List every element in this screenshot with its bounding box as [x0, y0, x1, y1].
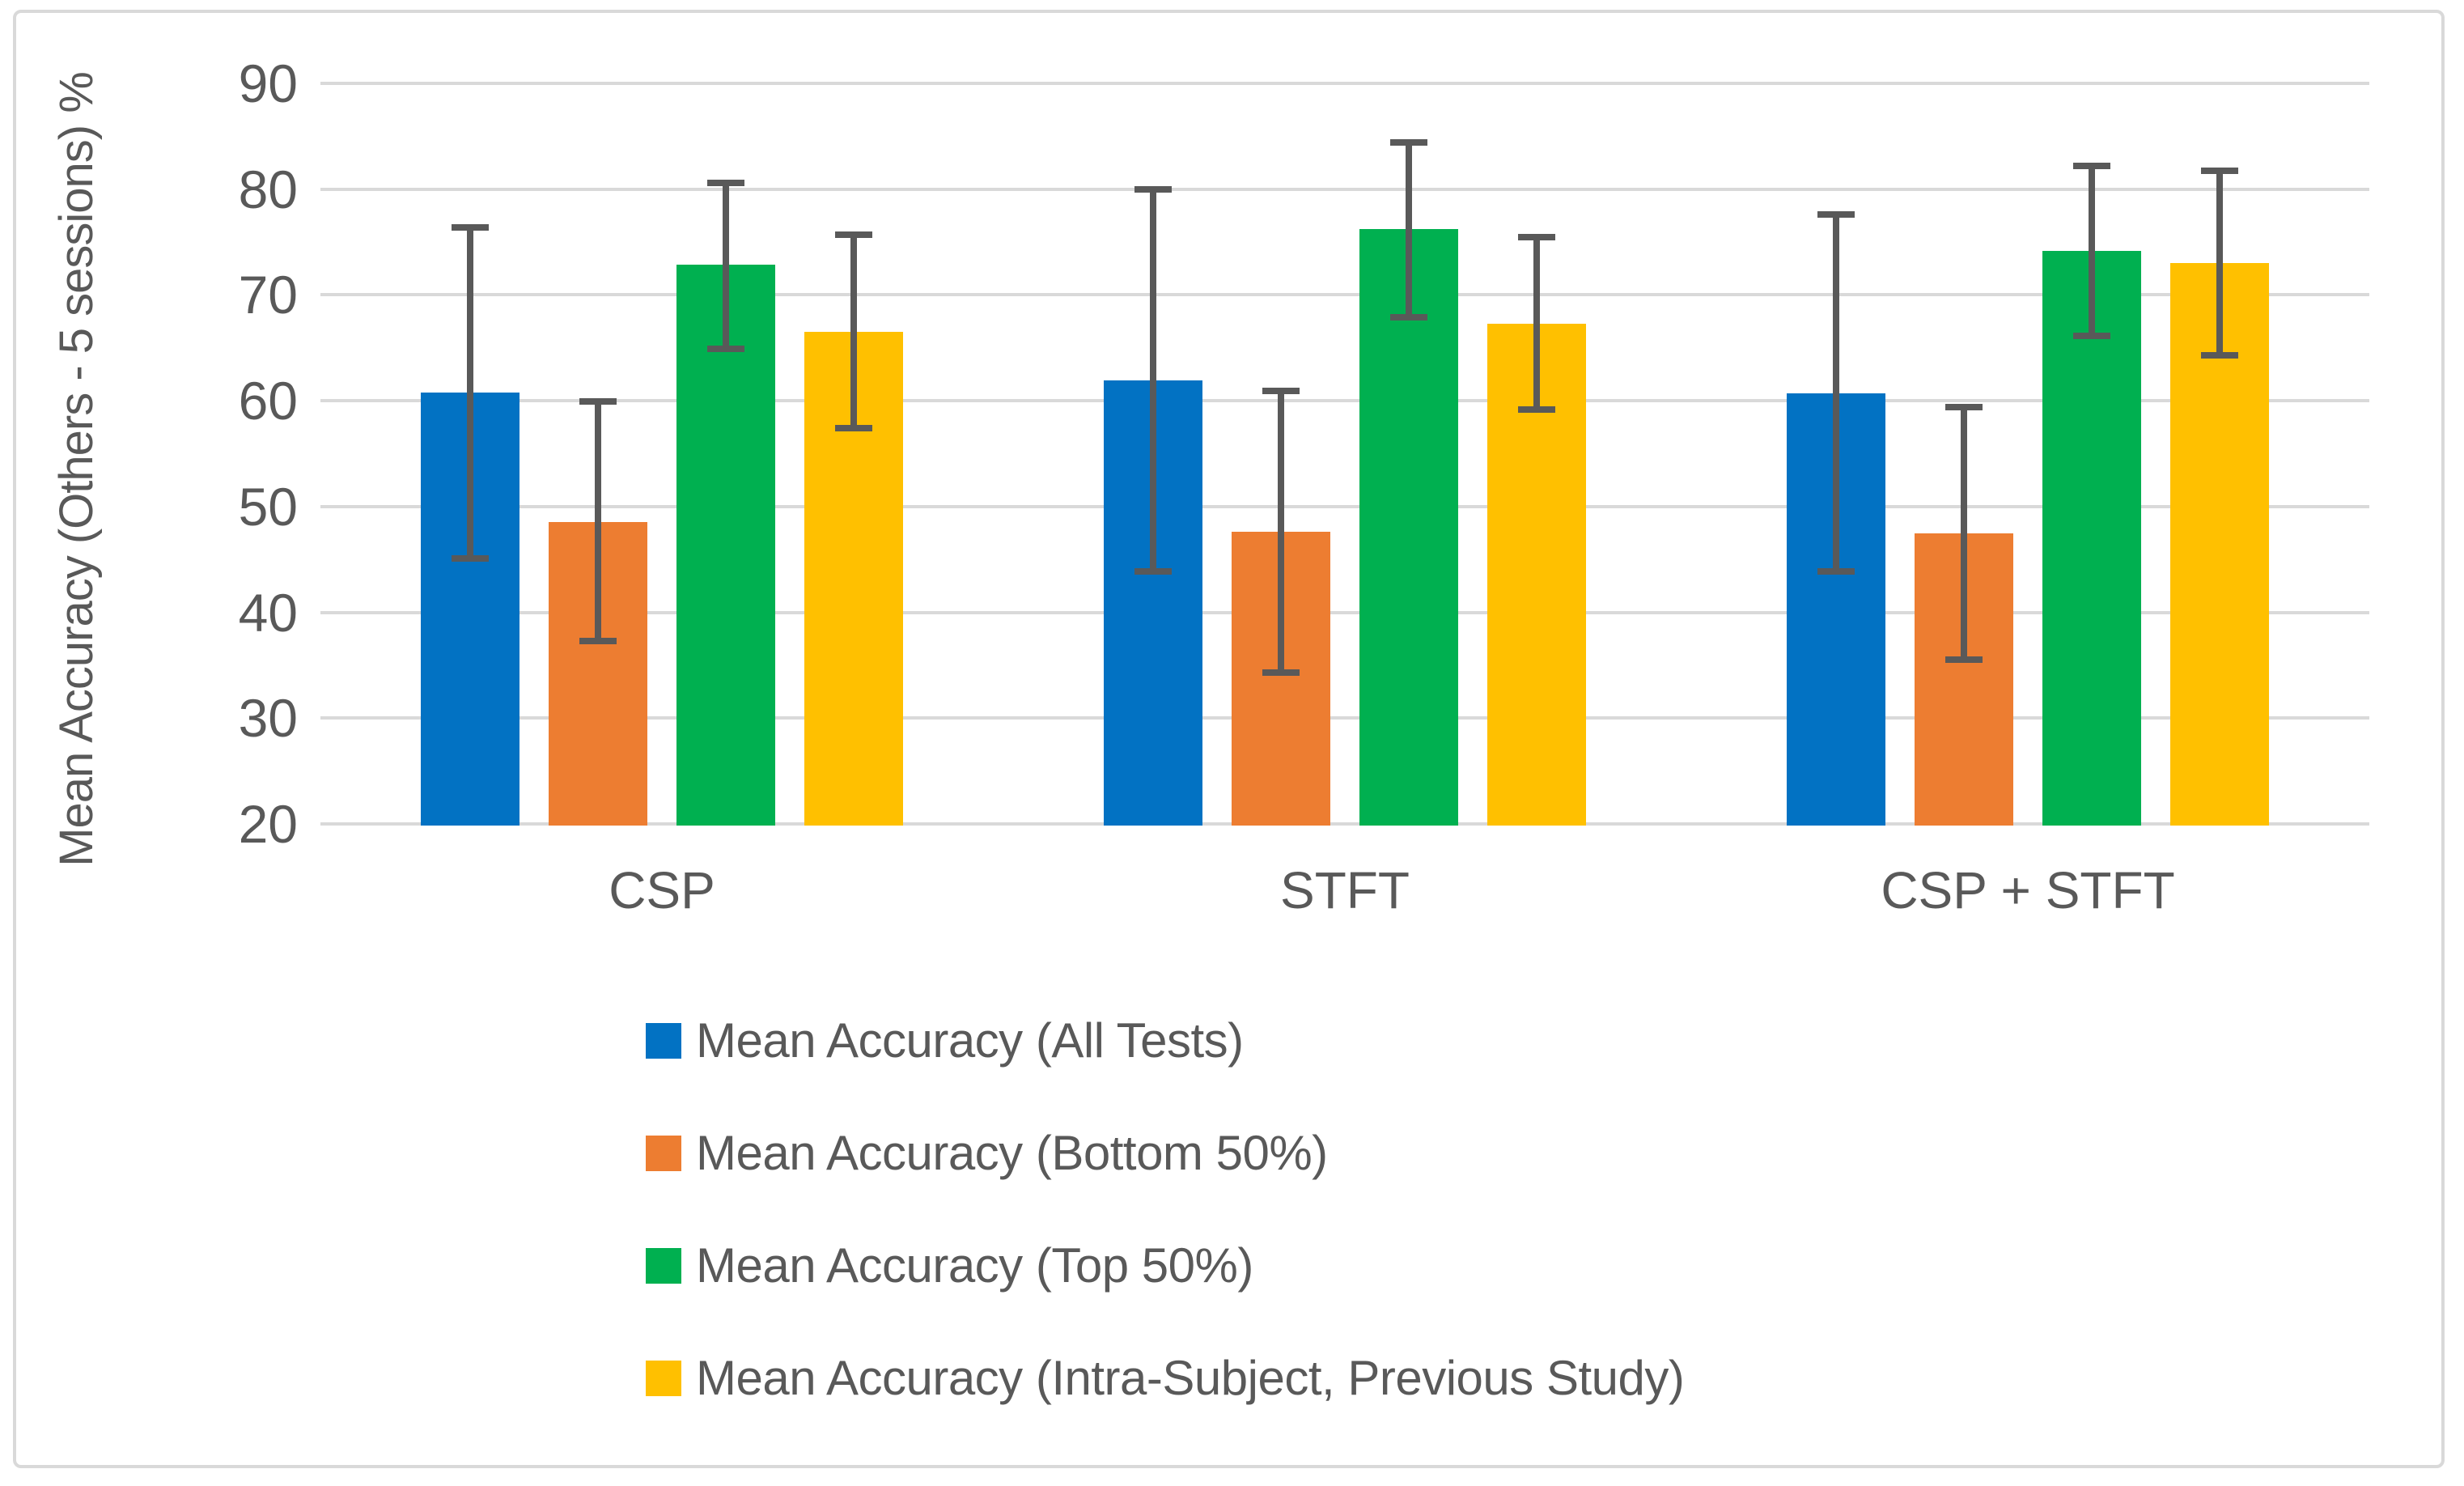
- legend-swatch-icon: [646, 1136, 681, 1171]
- error-bar-cap: [2201, 351, 2238, 359]
- figure-border: [13, 10, 2445, 1468]
- legend-swatch-icon: [646, 1361, 681, 1396]
- error-bar-cap: [452, 223, 489, 231]
- error-bar-line: [1961, 406, 1967, 660]
- gridline: [320, 82, 2369, 85]
- y-tick-label: 70: [238, 265, 298, 325]
- error-bar-cap: [1817, 567, 1855, 575]
- legend-label: Mean Accuracy (Top 50%): [696, 1238, 1253, 1293]
- error-bar-cap: [1134, 567, 1172, 575]
- y-tick-label: 50: [238, 476, 298, 537]
- y-tick-label: 40: [238, 582, 298, 643]
- error-bar-line: [467, 227, 473, 558]
- error-bar-line: [1406, 142, 1412, 317]
- legend-swatch-icon: [646, 1023, 681, 1059]
- legend-item: Mean Accuracy (All Tests): [646, 1015, 1244, 1067]
- gridline: [320, 610, 2369, 614]
- x-category-label-STFT: STFT: [1280, 861, 1410, 919]
- bar-CSP+STFT-series3: [2042, 250, 2141, 826]
- error-bar-line: [1833, 214, 1839, 571]
- legend-swatch-icon: [646, 1248, 681, 1284]
- error-bar-line: [850, 234, 857, 429]
- error-bar-line: [2216, 171, 2223, 355]
- error-bar-cap: [707, 346, 744, 353]
- gridline: [320, 504, 2369, 508]
- error-bar-cap: [2201, 168, 2238, 175]
- y-tick-label: 20: [238, 794, 298, 854]
- error-bar-cap: [1134, 185, 1172, 193]
- error-bar-cap: [579, 398, 617, 405]
- legend-label: Mean Accuracy (All Tests): [696, 1013, 1244, 1068]
- error-bar-line: [1533, 236, 1540, 410]
- error-bar-cap: [707, 179, 744, 186]
- error-bar-cap: [1945, 403, 1983, 410]
- gridline: [320, 716, 2369, 720]
- legend-item: Mean Accuracy (Bottom 50%): [646, 1127, 1328, 1179]
- y-tick-label: 60: [238, 371, 298, 431]
- error-bar-line: [723, 182, 729, 350]
- legend-item: Mean Accuracy (Intra-Subject, Previous S…: [646, 1352, 1685, 1404]
- error-bar-cap: [2073, 162, 2110, 169]
- x-category-label-CSP+STFT: CSP + STFT: [1881, 861, 2175, 919]
- y-tick-label: 30: [238, 688, 298, 749]
- gridline: [320, 187, 2369, 191]
- error-bar-cap: [1262, 388, 1300, 395]
- error-bar-line: [1150, 189, 1156, 571]
- error-bar-cap: [835, 231, 872, 238]
- gridline: [320, 399, 2369, 403]
- bar-STFT-series3: [1359, 229, 1458, 826]
- error-bar-cap: [2073, 333, 2110, 340]
- error-bar-cap: [1518, 233, 1555, 240]
- error-bar-line: [595, 401, 601, 641]
- error-bar-cap: [1518, 405, 1555, 413]
- gridline: [320, 293, 2369, 297]
- error-bar-cap: [1262, 669, 1300, 677]
- legend-label: Mean Accuracy (Bottom 50%): [696, 1126, 1328, 1180]
- error-bar-cap: [835, 425, 872, 432]
- error-bar-line: [1278, 391, 1284, 673]
- error-bar-cap: [1817, 211, 1855, 219]
- legend-label: Mean Accuracy (Intra-Subject, Previous S…: [696, 1351, 1685, 1405]
- error-bar-cap: [579, 637, 617, 644]
- error-bar-line: [2089, 165, 2095, 337]
- error-bar-cap: [1945, 656, 1983, 664]
- error-bar-cap: [1390, 313, 1427, 321]
- y-tick-label: 90: [238, 53, 298, 113]
- legend-item: Mean Accuracy (Top 50%): [646, 1240, 1253, 1292]
- x-category-label-CSP: CSP: [609, 861, 715, 919]
- error-bar-cap: [1390, 139, 1427, 146]
- error-bar-cap: [452, 554, 489, 562]
- y-tick-label: 80: [238, 159, 298, 219]
- bar-CSP-series3: [676, 264, 775, 826]
- gridline: [320, 822, 2369, 826]
